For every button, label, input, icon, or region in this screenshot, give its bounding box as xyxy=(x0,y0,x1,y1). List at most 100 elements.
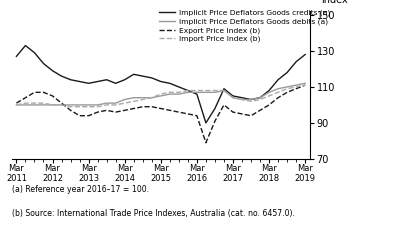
Export Price Index (b) xyxy=(276,96,280,99)
Export Price Index (b) xyxy=(122,109,127,112)
Implicit Price Deflators Goods debits (a) xyxy=(212,91,217,94)
Implicit Price Deflators Goods credits (a) xyxy=(113,82,118,85)
Implicit Price Deflators Goods credits (a) xyxy=(249,98,253,101)
Export Price Index (b) xyxy=(131,107,136,110)
Import Price Index (b) xyxy=(158,93,163,96)
Import Price Index (b) xyxy=(113,104,118,106)
Implicit Price Deflators Goods debits (a) xyxy=(95,104,100,106)
Implicit Price Deflators Goods debits (a) xyxy=(113,102,118,104)
Implicit Price Deflators Goods debits (a) xyxy=(249,98,253,101)
Export Price Index (b) xyxy=(303,84,308,86)
Import Price Index (b) xyxy=(32,102,37,104)
Implicit Price Deflators Goods credits (a) xyxy=(86,82,91,85)
Export Price Index (b) xyxy=(176,111,181,114)
Export Price Index (b) xyxy=(14,102,19,104)
Implicit Price Deflators Goods debits (a) xyxy=(23,104,28,106)
Import Price Index (b) xyxy=(86,105,91,108)
Text: (b) Source: International Trade Price Indexes, Australia (cat. no. 6457.0).: (b) Source: International Trade Price In… xyxy=(12,209,295,218)
Import Price Index (b) xyxy=(258,98,262,101)
Implicit Price Deflators Goods credits (a) xyxy=(14,55,19,58)
Implicit Price Deflators Goods debits (a) xyxy=(14,104,19,106)
Export Price Index (b) xyxy=(68,109,73,112)
Export Price Index (b) xyxy=(249,114,253,117)
Implicit Price Deflators Goods debits (a) xyxy=(158,95,163,97)
Export Price Index (b) xyxy=(231,111,235,114)
Import Price Index (b) xyxy=(104,104,109,106)
Export Price Index (b) xyxy=(59,102,64,104)
Export Price Index (b) xyxy=(294,87,299,90)
Export Price Index (b) xyxy=(168,109,172,112)
Import Price Index (b) xyxy=(240,98,245,101)
Import Price Index (b) xyxy=(14,104,19,106)
Import Price Index (b) xyxy=(204,89,208,92)
Import Price Index (b) xyxy=(267,95,272,97)
Implicit Price Deflators Goods debits (a) xyxy=(285,86,289,88)
Implicit Price Deflators Goods credits (a) xyxy=(195,93,199,96)
Implicit Price Deflators Goods debits (a) xyxy=(86,104,91,106)
Import Price Index (b) xyxy=(285,87,289,90)
Export Price Index (b) xyxy=(86,114,91,117)
Export Price Index (b) xyxy=(23,96,28,99)
Implicit Price Deflators Goods debits (a) xyxy=(41,104,46,106)
Implicit Price Deflators Goods credits (a) xyxy=(285,71,289,74)
Export Price Index (b) xyxy=(258,109,262,112)
Implicit Price Deflators Goods debits (a) xyxy=(77,104,82,106)
Implicit Price Deflators Goods debits (a) xyxy=(276,87,280,90)
Import Price Index (b) xyxy=(95,105,100,108)
Export Price Index (b) xyxy=(240,113,245,115)
Export Price Index (b) xyxy=(77,114,82,117)
Implicit Price Deflators Goods debits (a) xyxy=(104,102,109,104)
Implicit Price Deflators Goods credits (a) xyxy=(222,87,226,90)
Export Price Index (b) xyxy=(113,111,118,114)
Import Price Index (b) xyxy=(131,100,136,103)
Export Price Index (b) xyxy=(32,91,37,94)
Implicit Price Deflators Goods credits (a) xyxy=(50,69,55,72)
Import Price Index (b) xyxy=(231,96,235,99)
Implicit Price Deflators Goods credits (a) xyxy=(258,96,262,99)
Implicit Price Deflators Goods debits (a) xyxy=(303,82,308,85)
Implicit Price Deflators Goods debits (a) xyxy=(131,96,136,99)
Implicit Price Deflators Goods credits (a) xyxy=(176,86,181,88)
Implicit Price Deflators Goods credits (a) xyxy=(168,82,172,85)
Export Price Index (b) xyxy=(41,91,46,94)
Export Price Index (b) xyxy=(212,120,217,123)
Implicit Price Deflators Goods debits (a) xyxy=(50,104,55,106)
Import Price Index (b) xyxy=(168,91,172,94)
Implicit Price Deflators Goods credits (a) xyxy=(276,78,280,81)
Line: Import Price Index (b): Import Price Index (b) xyxy=(16,85,305,107)
Text: index: index xyxy=(322,0,349,5)
Implicit Price Deflators Goods debits (a) xyxy=(32,104,37,106)
Export Price Index (b) xyxy=(222,104,226,106)
Implicit Price Deflators Goods credits (a) xyxy=(212,107,217,110)
Implicit Price Deflators Goods credits (a) xyxy=(68,78,73,81)
Implicit Price Deflators Goods debits (a) xyxy=(231,96,235,99)
Implicit Price Deflators Goods debits (a) xyxy=(240,98,245,101)
Implicit Price Deflators Goods credits (a) xyxy=(141,75,145,77)
Import Price Index (b) xyxy=(141,98,145,101)
Implicit Price Deflators Goods debits (a) xyxy=(59,104,64,106)
Export Price Index (b) xyxy=(158,107,163,110)
Implicit Price Deflators Goods debits (a) xyxy=(141,96,145,99)
Implicit Price Deflators Goods credits (a) xyxy=(158,80,163,83)
Import Price Index (b) xyxy=(212,89,217,92)
Implicit Price Deflators Goods credits (a) xyxy=(95,80,100,83)
Import Price Index (b) xyxy=(68,105,73,108)
Text: (a) Reference year 2016–17 = 100.: (a) Reference year 2016–17 = 100. xyxy=(12,185,149,194)
Line: Export Price Index (b): Export Price Index (b) xyxy=(16,85,305,143)
Implicit Price Deflators Goods debits (a) xyxy=(122,98,127,101)
Import Price Index (b) xyxy=(294,86,299,88)
Import Price Index (b) xyxy=(149,96,154,99)
Export Price Index (b) xyxy=(95,111,100,114)
Implicit Price Deflators Goods credits (a) xyxy=(122,78,127,81)
Export Price Index (b) xyxy=(267,104,272,106)
Implicit Price Deflators Goods debits (a) xyxy=(195,91,199,94)
Import Price Index (b) xyxy=(249,100,253,103)
Export Price Index (b) xyxy=(104,109,109,112)
Implicit Price Deflators Goods debits (a) xyxy=(176,93,181,96)
Export Price Index (b) xyxy=(285,91,289,94)
Implicit Price Deflators Goods credits (a) xyxy=(77,80,82,83)
Import Price Index (b) xyxy=(23,102,28,104)
Export Price Index (b) xyxy=(185,113,190,115)
Implicit Price Deflators Goods credits (a) xyxy=(231,95,235,97)
Implicit Price Deflators Goods debits (a) xyxy=(168,93,172,96)
